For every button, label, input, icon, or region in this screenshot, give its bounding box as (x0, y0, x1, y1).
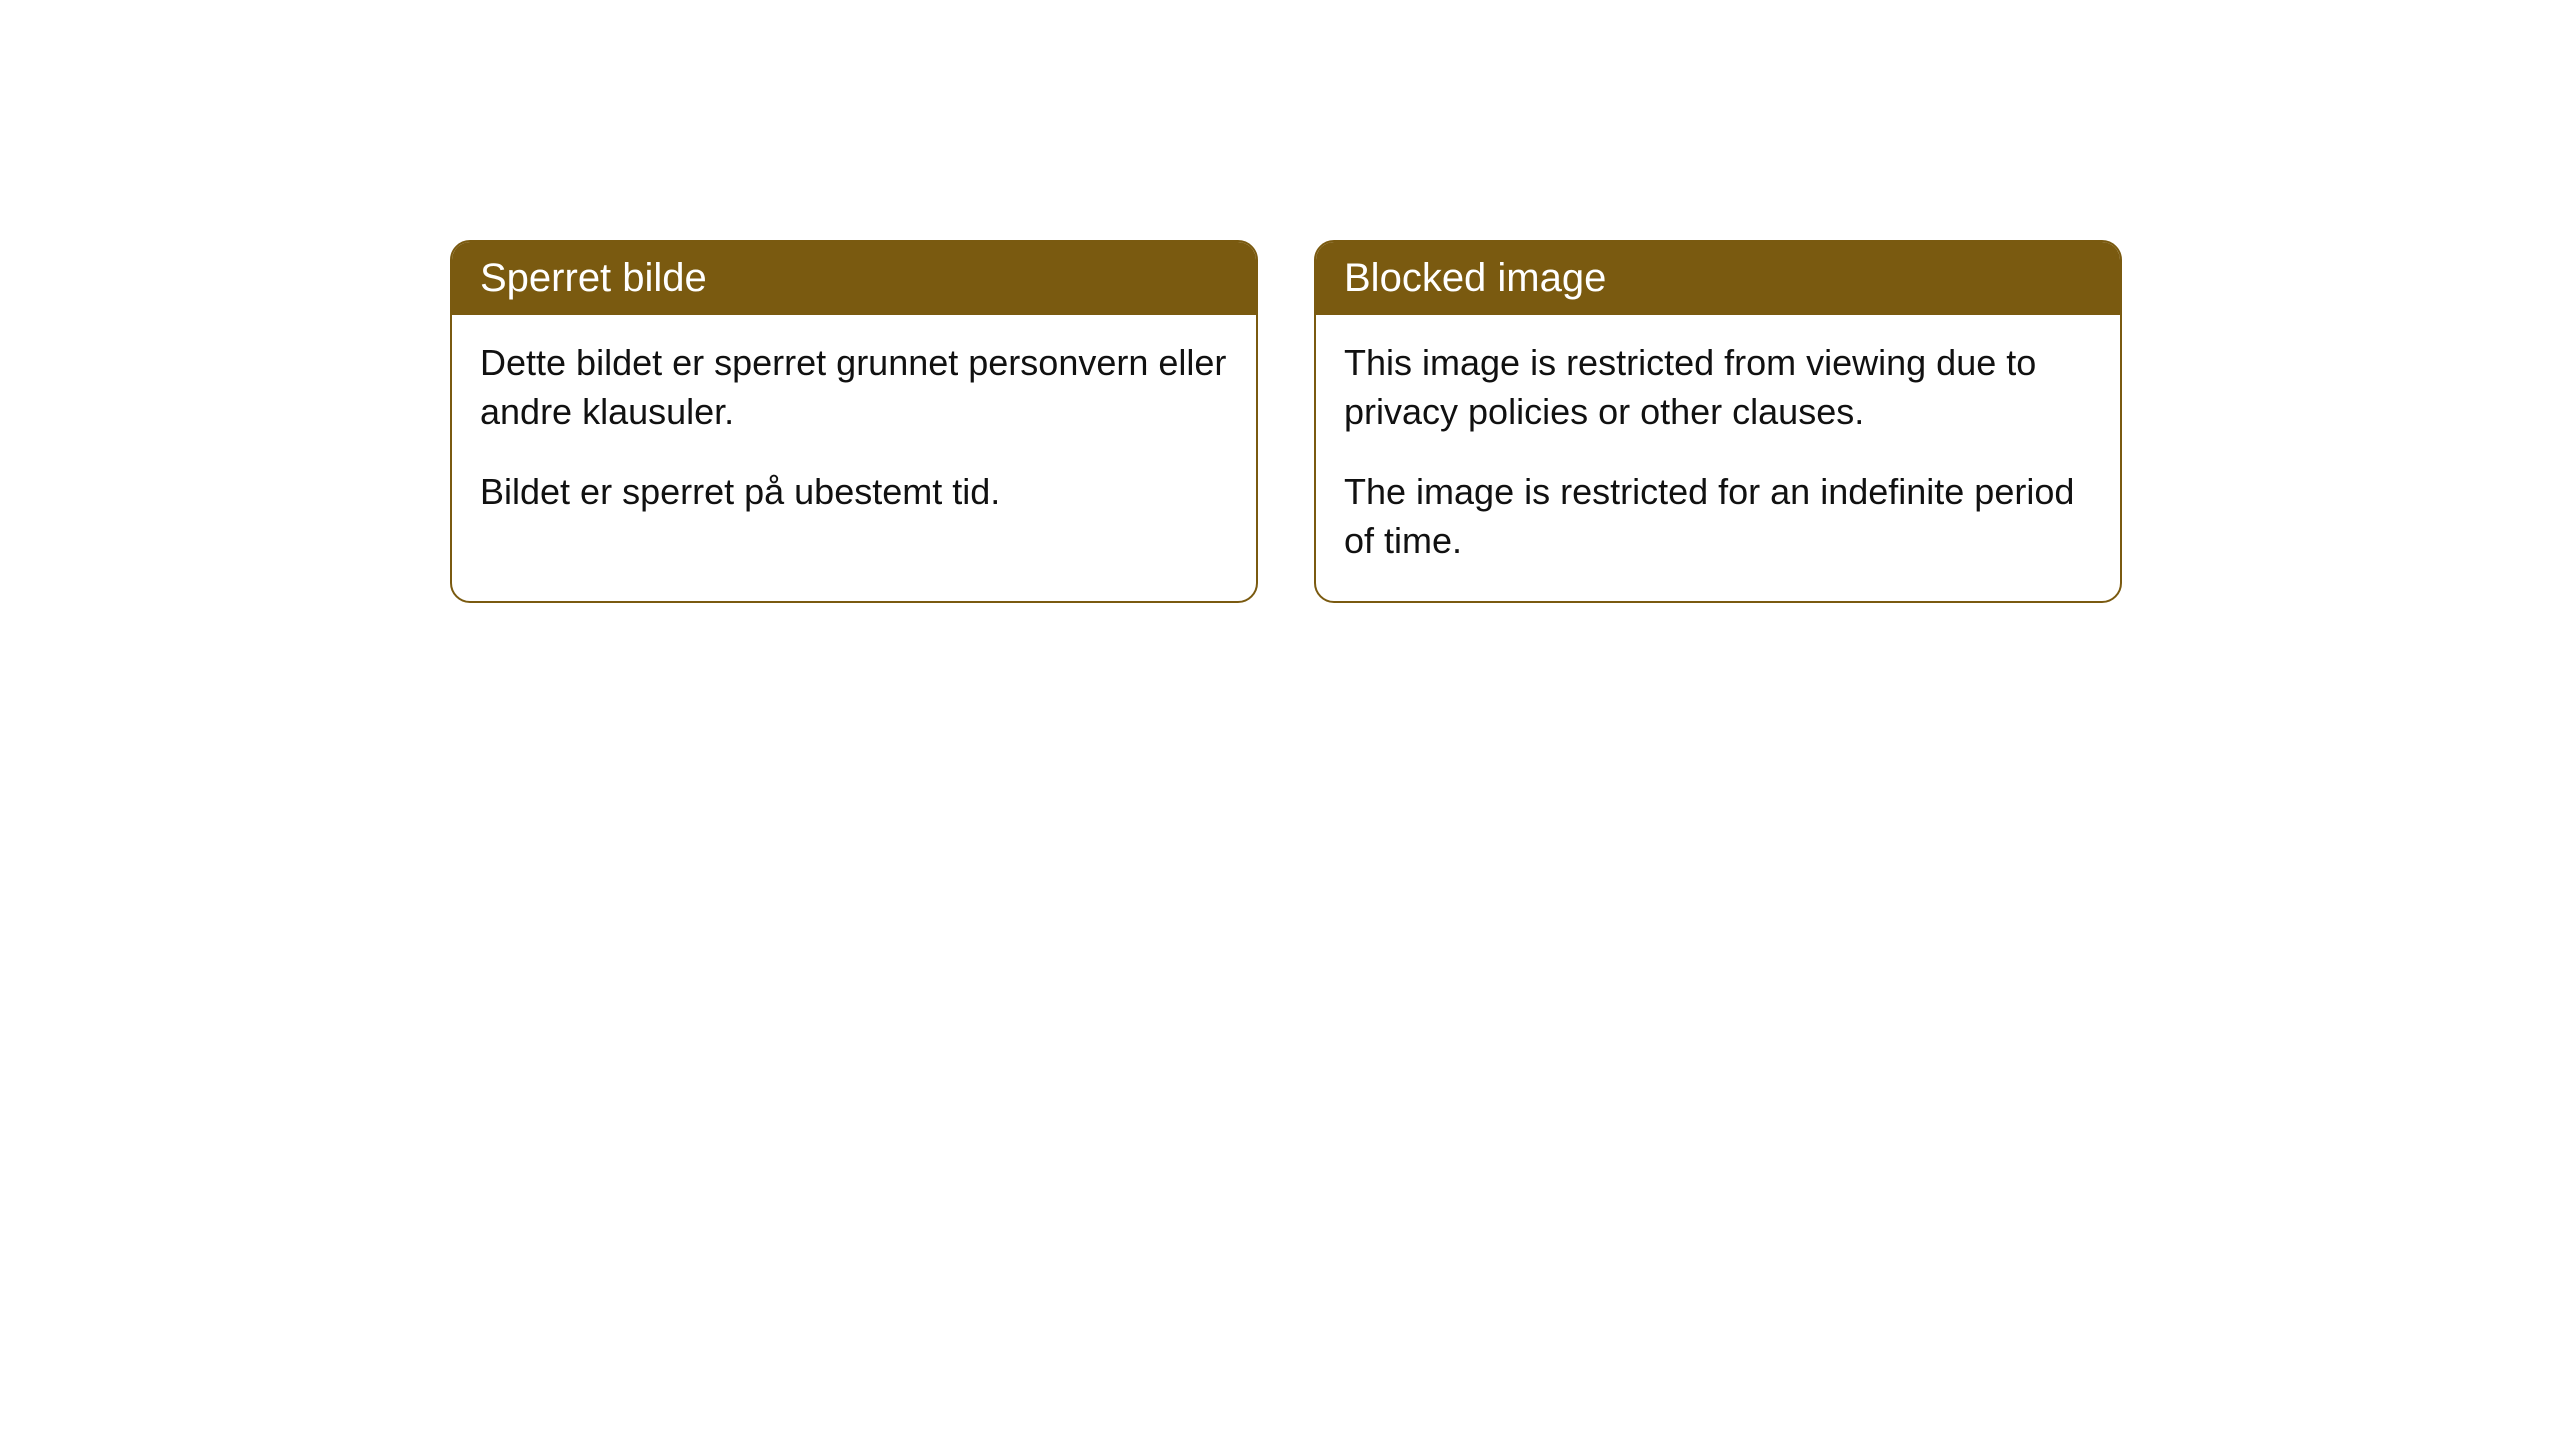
notice-paragraph: This image is restricted from viewing du… (1344, 339, 2092, 436)
notice-body: Dette bildet er sperret grunnet personve… (452, 315, 1256, 553)
notice-paragraph: Bildet er sperret på ubestemt tid. (480, 468, 1228, 517)
notice-header: Sperret bilde (452, 242, 1256, 315)
notice-cards-container: Sperret bilde Dette bildet er sperret gr… (450, 240, 2560, 603)
notice-header: Blocked image (1316, 242, 2120, 315)
notice-paragraph: The image is restricted for an indefinit… (1344, 468, 2092, 565)
notice-body: This image is restricted from viewing du… (1316, 315, 2120, 601)
notice-card-norwegian: Sperret bilde Dette bildet er sperret gr… (450, 240, 1258, 603)
notice-paragraph: Dette bildet er sperret grunnet personve… (480, 339, 1228, 436)
notice-card-english: Blocked image This image is restricted f… (1314, 240, 2122, 603)
